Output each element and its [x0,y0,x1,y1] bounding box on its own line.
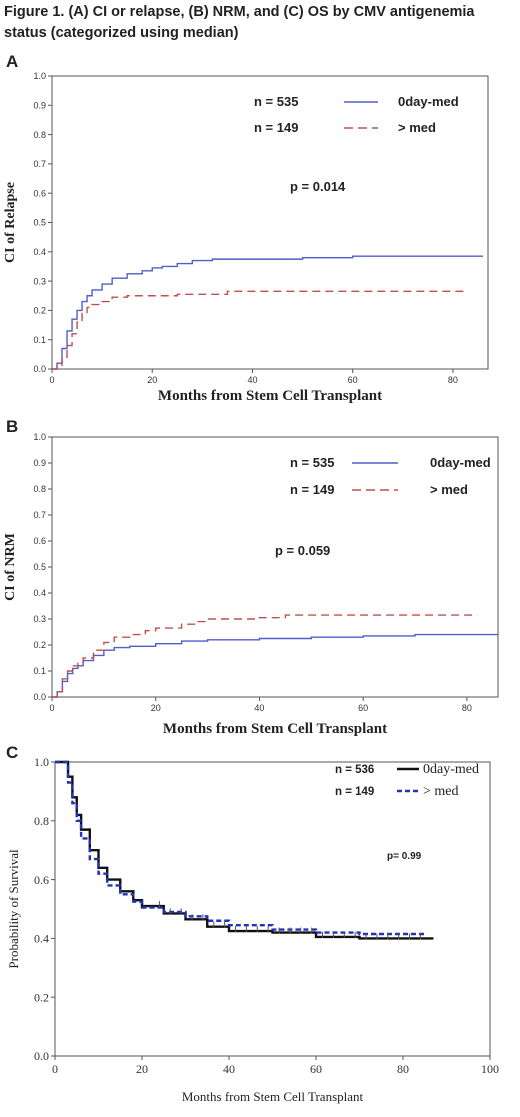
y-axis-label: CI of NRM [3,533,18,601]
y-tick-label: 0.2 [33,640,46,650]
p-value-annotation: p= 0.99 [387,851,422,862]
series-line-reference [52,633,498,698]
y-tick-label: 0.0 [33,364,46,374]
p-value-annotation: p = 0.059 [275,543,330,558]
y-tick-label: 0.8 [33,130,46,140]
y-tick-label: 0.9 [33,458,46,468]
y-tick-label: 0.0 [34,1049,49,1063]
series-line-reference [52,255,483,370]
legend-series-name: 0day-med [423,762,479,777]
y-tick-label: 0.4 [33,588,46,598]
x-tick-label: 40 [247,375,257,385]
relapse-chart: 0.0 0.1 0.2 0.3 0.4 0.5 0.6 0.7 0.8 0.9 1.0 0 20 40 60… [3,71,489,404]
y-tick-label: 0.7 [33,159,46,169]
figure-title: Figure 1. (A) CI or relapse, (B) NRM, an… [4,4,475,41]
x-tick-label: 80 [397,1062,409,1076]
series-line-reference [55,760,434,940]
legend-series-name: 0day-med [398,94,459,109]
x-tick-label: 80 [448,375,458,385]
y-tick-label: 0.6 [34,873,49,887]
x-axis-label: Months from Stem Cell Transplant [163,721,387,737]
legend-n-label: n = 149 [290,482,334,497]
x-tick-label: 40 [254,703,264,713]
legend-series-name: > med [430,482,468,497]
x-tick-label: 40 [223,1062,235,1076]
y-tick-label: 0.1 [33,666,46,676]
series-line-above-median [55,760,425,936]
legend-n-label: n = 536 [335,764,374,776]
y-tick-label: 1.0 [34,755,49,769]
y-tick-label: 0.8 [33,484,46,494]
series-line-above-median [52,614,478,698]
x-tick-label: 0 [49,375,54,385]
x-tick-label: 20 [136,1062,148,1076]
y-tick-label: 0.3 [33,614,46,624]
x-axis-label: Months from Stem Cell Transplant [182,1089,364,1104]
x-tick-label: 20 [147,375,157,385]
y-tick-label: 0.5 [33,218,46,228]
y-tick-label: 0.9 [33,100,46,110]
y-tick-label: 1.0 [33,71,46,81]
nrm-chart: 0.0 0.1 0.2 0.3 0.4 0.5 0.6 0.7 0.8 0.9 1.0 0 20 40 60… [3,432,499,737]
y-tick-label: 0.7 [33,510,46,520]
y-tick-label: 0.3 [33,276,46,286]
legend-series-name: 0day-med [430,455,491,470]
panel-b-letter: B [6,417,19,436]
p-value-annotation: p = 0.014 [290,179,346,194]
x-tick-label: 100 [481,1062,499,1076]
y-axis-label: Probability of Survival [6,849,21,969]
legend-series-name: > med [398,120,436,135]
x-tick-label: 80 [462,703,472,713]
legend-n-label: n = 149 [335,786,374,798]
legend-n-label: n = 149 [254,120,298,135]
x-tick-label: 0 [49,703,54,713]
y-tick-label: 0.4 [33,247,46,257]
legend-n-label: n = 535 [254,94,298,109]
y-tick-label: 0.2 [33,306,46,316]
x-tick-label: 60 [310,1062,322,1076]
y-tick-label: 0.2 [34,990,49,1004]
y-tick-label: 0.1 [33,335,46,345]
legend-n-label: n = 535 [290,455,334,470]
series-line-above-median [52,290,468,370]
x-tick-label: 60 [348,375,358,385]
x-tick-label: 20 [151,703,161,713]
panel-c-letter: C [6,743,19,762]
y-tick-label: 0.6 [33,536,46,546]
y-tick-label: 0.6 [33,188,46,198]
y-tick-label: 0.4 [34,932,49,946]
x-tick-label: 60 [358,703,368,713]
y-tick-label: 0.8 [34,814,49,828]
panel-a-letter: A [6,52,19,71]
y-axis-label: CI of Relapse [3,182,18,263]
x-axis-label: Months from Stem Cell Transplant [158,388,382,404]
y-tick-label: 0.5 [33,562,46,572]
y-tick-label: 1.0 [33,432,46,442]
y-tick-label: 0.0 [33,692,46,702]
x-tick-label: 0 [52,1062,58,1076]
legend-series-name: > med [423,784,459,799]
plot-frame [54,761,491,1057]
